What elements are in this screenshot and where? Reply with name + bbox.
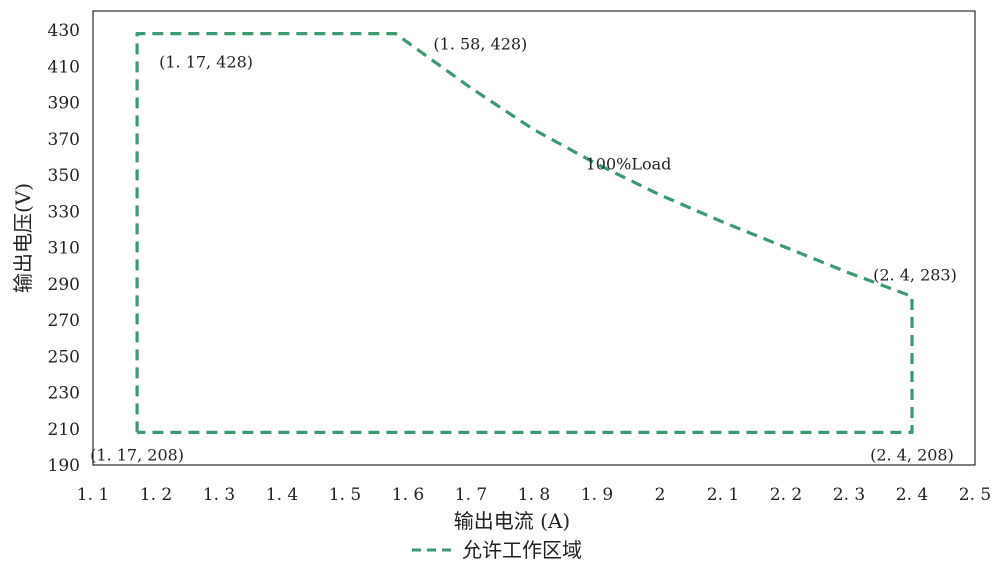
plot-area-frame [92, 10, 976, 466]
y-axis-label: 输出电压(V) [11, 183, 35, 293]
x-tick-label: 1. 6 [392, 485, 424, 505]
annotation-layer: (1. 17, 428) (1. 58, 428) 100%Load (2. 4, 2… [90, 35, 957, 465]
x-axis-label: 输出电流 (A) [454, 509, 570, 533]
series-line [135, 31, 914, 434]
point-annotation: (1. 17, 428) [159, 53, 253, 72]
x-tick-label: 1. 5 [329, 485, 361, 505]
y-tick-label: 330 [48, 202, 80, 222]
y-tick-label: 230 [48, 384, 80, 404]
y-tick-label: 430 [48, 21, 80, 41]
y-tick-label: 210 [48, 420, 80, 440]
x-tick-label: 2. 1 [707, 485, 739, 505]
x-tick-label: 2. 5 [959, 485, 991, 505]
x-tick-label: 2 [655, 485, 666, 505]
legend-label: 允许工作区域 [462, 538, 582, 560]
legend: 允许工作区域 [412, 538, 582, 562]
y-tick-label: 370 [48, 130, 80, 150]
y-tick-label: 390 [48, 94, 80, 114]
x-axis-ticks: 1. 1 1. 2 1. 3 1. 4 1. 5 1. 6 1. 7 1. 8 1. 9 2 2. … [77, 485, 991, 505]
x-tick-label: 1. 1 [77, 485, 109, 505]
x-tick-label: 2. 3 [833, 485, 865, 505]
x-tick-label: 1. 4 [266, 485, 298, 505]
y-tick-label: 270 [48, 311, 80, 331]
x-tick-label: 2. 2 [770, 485, 802, 505]
x-tick-label: 2. 4 [896, 485, 928, 505]
point-annotation: (1. 17, 208) [90, 445, 184, 464]
x-tick-label: 1. 8 [518, 485, 550, 505]
x-tick-label: 1. 2 [140, 485, 172, 505]
x-tick-label: 1. 3 [203, 485, 235, 505]
y-tick-label: 290 [48, 275, 80, 295]
y-tick-label: 250 [48, 347, 80, 367]
point-annotation: (2. 4, 283) [873, 265, 957, 284]
point-annotation: 100%Load [586, 155, 672, 174]
x-tick-label: 1. 7 [455, 485, 487, 505]
series-layer [135, 31, 914, 434]
y-axis-ticks: 190 210 230 250 270 290 310 330 350 370 390 410 430 [48, 21, 80, 476]
point-annotation: (1. 58, 428) [433, 35, 527, 54]
y-tick-label: 190 [48, 456, 80, 476]
point-annotation: (2. 4, 208) [870, 445, 954, 464]
y-tick-label: 350 [48, 166, 80, 186]
y-tick-label: 410 [48, 57, 80, 77]
y-tick-label: 310 [48, 239, 80, 259]
x-tick-label: 1. 9 [581, 485, 613, 505]
